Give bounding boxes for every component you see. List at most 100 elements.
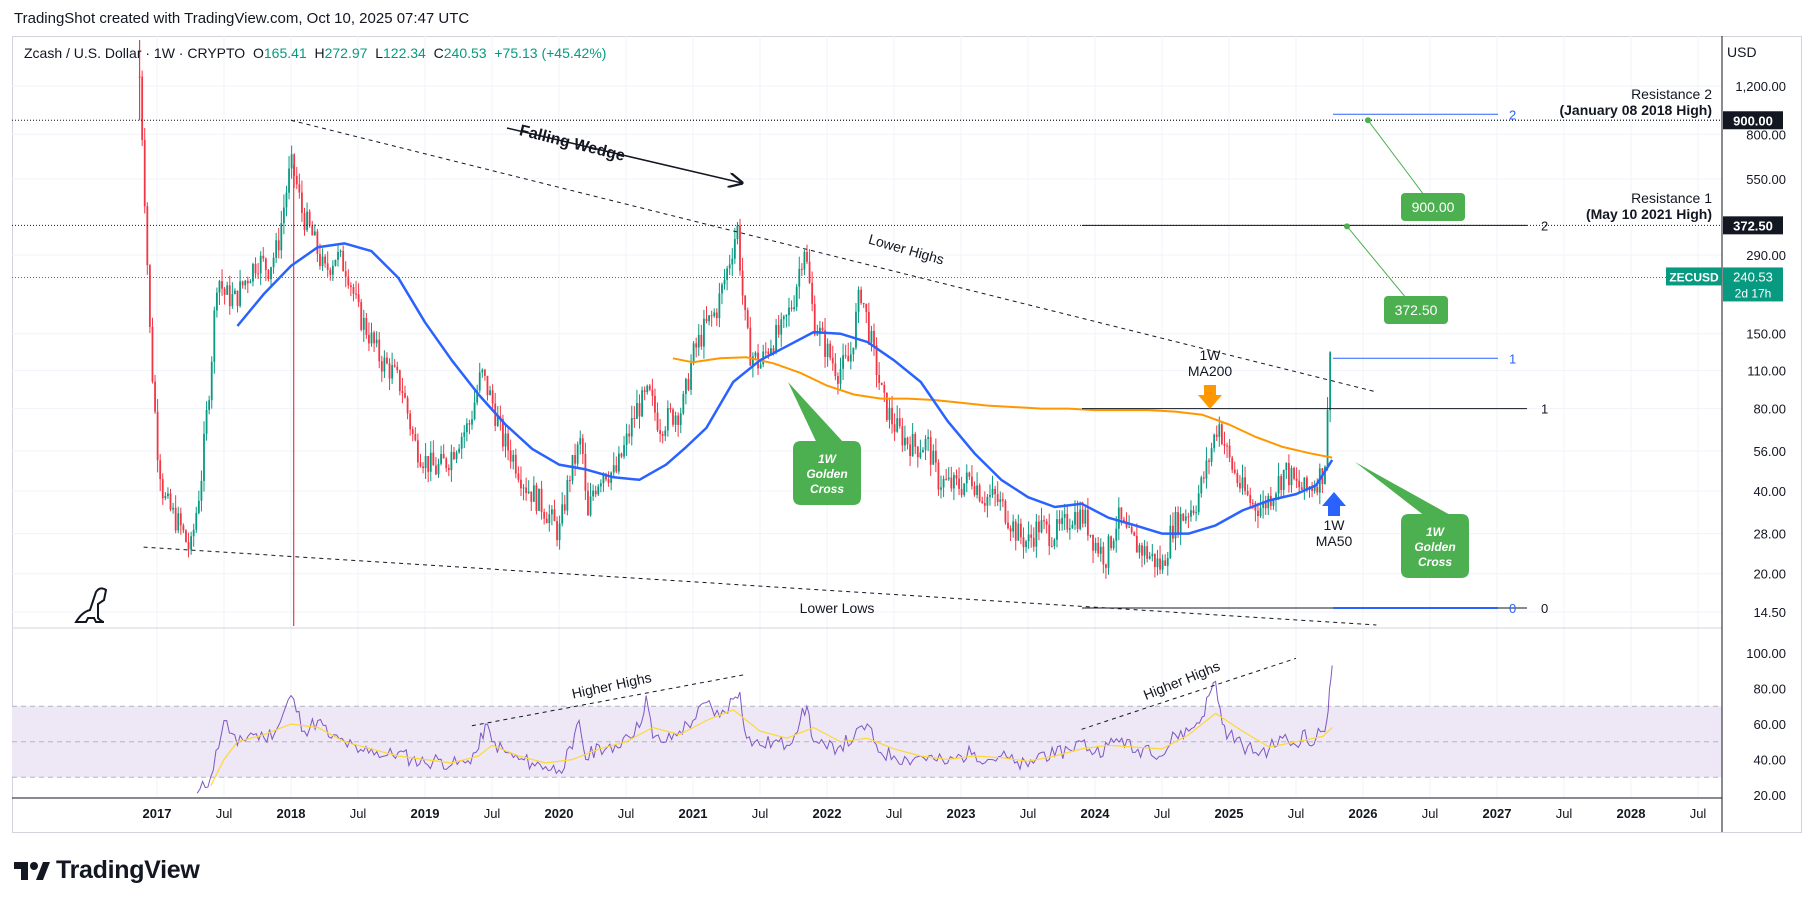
target-1-anchor (1344, 223, 1350, 230)
candle-body (174, 507, 177, 531)
candle-body (311, 225, 314, 236)
candle-body (1280, 476, 1283, 491)
candle-body (437, 463, 440, 475)
candle-body (1287, 463, 1290, 486)
candle-body (471, 419, 473, 425)
candle-body (1143, 546, 1146, 556)
candle-body (1048, 524, 1051, 546)
candle-body (646, 385, 649, 393)
y-tick-label: 150.00 (1746, 327, 1786, 342)
candle-body (958, 478, 960, 489)
candle-body (520, 479, 522, 489)
candle-body (496, 416, 499, 426)
candle-body (1251, 502, 1254, 504)
candle-body (146, 206, 149, 266)
tradingview-logo[interactable]: TradingView (14, 856, 200, 885)
candle-body (481, 369, 484, 373)
candle-body (161, 479, 164, 499)
candle-body (1257, 510, 1259, 517)
candle-body (1097, 542, 1100, 554)
candle-body (277, 240, 280, 251)
candle-body (973, 486, 976, 496)
candle-body (656, 412, 659, 431)
candle-body (914, 433, 917, 447)
candle-body (1164, 560, 1167, 566)
candle-body (228, 285, 231, 307)
candle-body (151, 326, 154, 382)
candle-body (532, 485, 535, 502)
candle-body (746, 310, 749, 328)
candle-body (280, 223, 283, 251)
candle-body (1277, 476, 1280, 494)
candle-body (254, 263, 257, 274)
candle-body (427, 456, 430, 472)
rsi-y-tick-label: 40.00 (1753, 753, 1786, 768)
symbol-label[interactable]: Zcash / U.S. Dollar · 1W · CRYPTO (24, 45, 246, 61)
x-tick-label: 2023 (947, 806, 976, 821)
currency-button[interactable]: USD (1727, 44, 1757, 60)
candle-body (213, 310, 216, 362)
candle-body (579, 438, 582, 445)
candle-body (264, 258, 267, 270)
candle-body (1004, 500, 1007, 523)
ma200-arrow-icon (1198, 385, 1222, 409)
symbol-badge-label: ZECUSD (1669, 270, 1719, 284)
high-value: 272.97 (324, 45, 368, 61)
candle-body (561, 504, 564, 524)
candle-body (1053, 539, 1056, 547)
candle-body (901, 426, 904, 446)
candle-body (347, 276, 350, 286)
candle-body (424, 456, 427, 469)
candle-body (543, 512, 546, 519)
candle-body (1316, 487, 1319, 493)
candle-body (728, 264, 731, 269)
candle-body (344, 271, 347, 277)
candle-body (368, 334, 370, 344)
candle-body (177, 513, 180, 531)
fib-level-label: 0 (1541, 601, 1548, 616)
candle-body (777, 325, 780, 335)
x-tick-label: Jul (350, 806, 367, 821)
y-tick-label: 550.00 (1746, 172, 1786, 187)
candle-body (1290, 467, 1293, 486)
candle-body (1089, 534, 1092, 536)
candle-body (968, 472, 971, 477)
candle-body (741, 270, 744, 296)
candle-body (1076, 512, 1079, 529)
candle-body (1239, 482, 1241, 489)
candle-body (684, 378, 687, 395)
candle-body (687, 378, 690, 390)
candle-body (1228, 445, 1231, 458)
candle-body (739, 225, 741, 271)
candle-body (602, 473, 605, 484)
lower-highs-label: Lower Highs (867, 231, 946, 268)
candle-body (883, 384, 886, 393)
candle-body (538, 488, 540, 511)
candle-body (396, 366, 399, 371)
candle-body (331, 265, 334, 275)
x-tick-label: 2025 (1215, 806, 1244, 821)
candle-body (1040, 520, 1043, 533)
candle-body (788, 307, 790, 316)
candle-body (1092, 534, 1094, 551)
candle-body (1298, 480, 1301, 488)
candle-body (218, 281, 221, 293)
candle-body (1014, 521, 1017, 541)
candle-body (666, 407, 669, 431)
candle-body (298, 184, 301, 193)
candle-body (460, 436, 463, 449)
candle-body (697, 334, 700, 348)
candle-body (1043, 520, 1045, 522)
rsi-y-tick-label: 20.00 (1753, 788, 1786, 803)
fib-blue-label: 1 (1509, 351, 1516, 366)
candle-body (1169, 525, 1172, 559)
candle-body (1218, 424, 1221, 437)
candle-body (527, 491, 530, 494)
y-tick-label: 800.00 (1746, 127, 1786, 142)
candle-body (1177, 512, 1179, 535)
golden-cross-1-text: Cross (810, 482, 844, 496)
candle-body (574, 455, 576, 464)
candle-body (401, 391, 404, 394)
candle-body (947, 477, 950, 480)
